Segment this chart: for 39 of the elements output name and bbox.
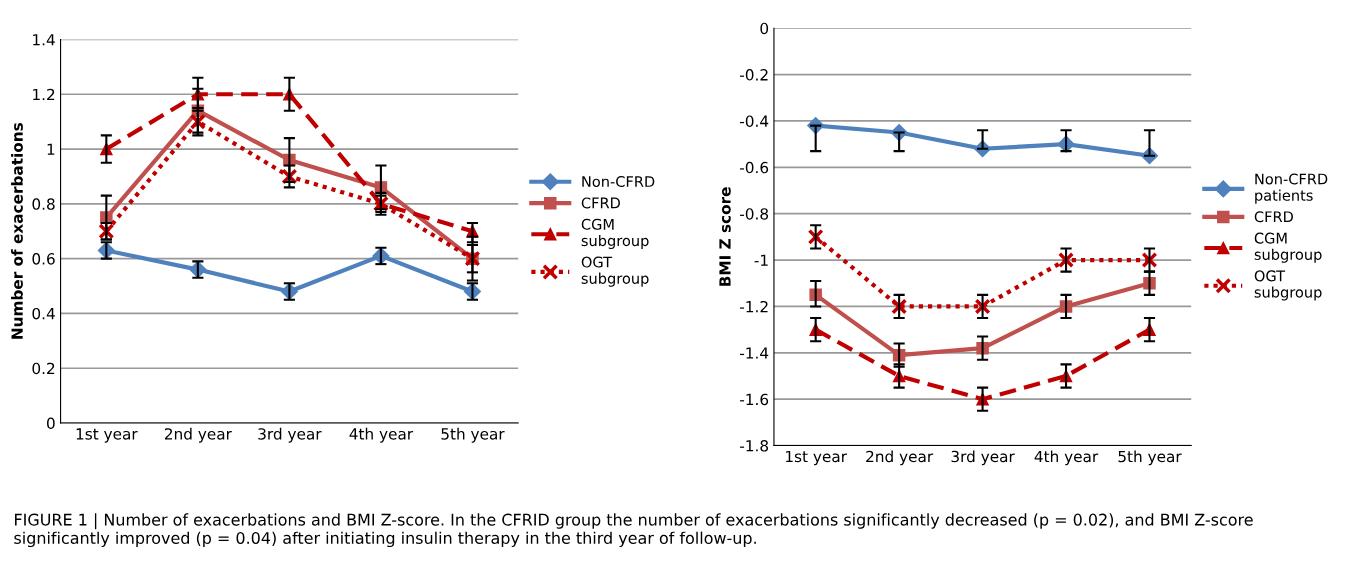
x-tick-label: 1st year (786, 450, 847, 466)
y-tick-label: -1.6 (740, 393, 769, 406)
y-tick-label: 1.4 (33, 34, 55, 46)
y-tick-label: -0.6 (740, 161, 769, 174)
legend-label: OGT subgroup (581, 256, 649, 287)
x-tick-label: 4th year (1034, 450, 1099, 466)
legend-label: CFRD (581, 197, 620, 209)
legend-label: Non-CFRD (582, 176, 655, 188)
y-tick-label: -0.2 (740, 69, 768, 81)
x-tick-label: 4th year (349, 427, 414, 443)
y-tick-label: -1.4 (740, 347, 769, 359)
x-tick-label: 5th year (441, 427, 505, 443)
legend-label: CGM subgroup (1254, 232, 1322, 263)
x-tick-label: 3rd year (258, 427, 322, 443)
legend-label: CFRD (1254, 211, 1293, 223)
legend-label: OGT subgroup (1254, 270, 1322, 301)
x-tick-label: 1st year (76, 428, 138, 443)
y-tick-label: 0 (47, 417, 55, 430)
y-tick-label: 0.6 (32, 253, 55, 265)
y-tick-label: -1.2 (740, 300, 768, 313)
y-tick-label: -0.4 (740, 115, 769, 127)
x-tick-label: 5th year (1118, 450, 1182, 466)
x-tick-label: 2nd year (164, 427, 232, 443)
legend-label: Non-CFRD patients (1255, 173, 1328, 204)
caption: FIGURE 1 | Number of exacerbations and BMI Z-score. In the CFRID group the number of exacerbations significantly decreased (p = 0.02), and BMI Z-score significantly improved (p = 0.04) after initiating insulin therapy in the third year of follow-up. (14, 513, 1253, 548)
y-axis-title: Number of exacerbations (11, 123, 23, 339)
y-tick-label: 0.4 (32, 307, 55, 320)
y-tick-label: -1 (754, 254, 768, 266)
y-tick-label: 0.8 (32, 198, 55, 210)
y-tick-label: -0.8 (740, 208, 769, 220)
x-tick-label: 2nd year (866, 450, 934, 466)
y-tick-label: 0.2 (32, 362, 55, 375)
y-tick-label: 0 (760, 22, 769, 35)
y-tick-label: 1.2 (33, 88, 55, 101)
legend-label: CGM subgroup (581, 218, 649, 249)
y-tick-label: -1.8 (740, 440, 769, 452)
y-axis-title: BMI Z score (719, 187, 731, 286)
y-tick-label: 1 (47, 143, 55, 155)
x-tick-label: 3rd year (951, 450, 1015, 466)
